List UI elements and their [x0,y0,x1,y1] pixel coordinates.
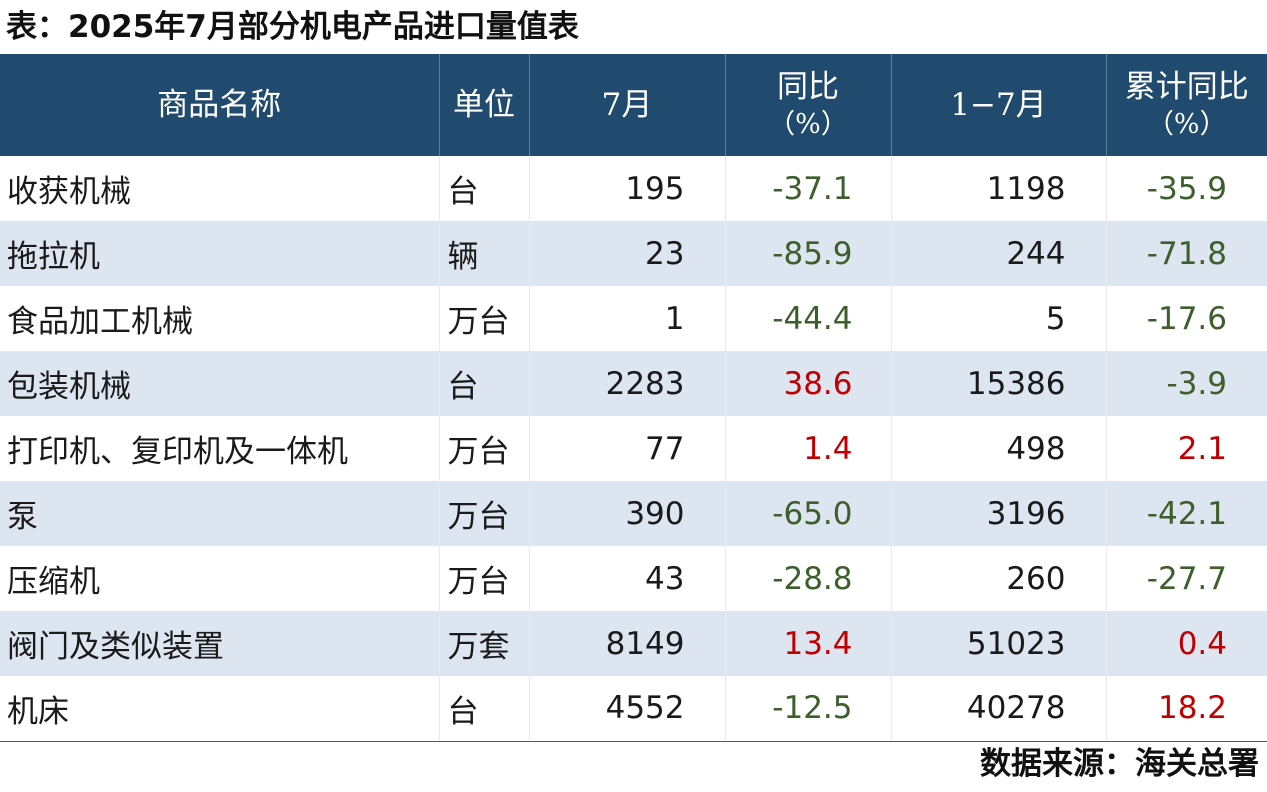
cell-unit: 台 [439,156,530,221]
header-july: 7月 [529,54,726,156]
cell-yoy: -37.1 [725,156,892,221]
cell-name: 打印机、复印机及一体机 [0,416,440,481]
table-row: 泵 万台 390 -65.0 3196 -42.1 [0,481,1267,546]
table-row: 包装机械 台 2283 38.6 15386 -3.9 [0,351,1267,416]
header-yoy-unit: （%） [768,109,848,140]
cell-cum-yoy: -35.9 [1106,156,1267,221]
table-row: 压缩机 万台 43 -28.8 260 -27.7 [0,546,1267,611]
cell-cum-yoy: -27.7 [1106,546,1267,611]
table-row: 机床 台 4552 -12.5 40278 18.2 [0,676,1267,742]
cell-name: 食品加工机械 [0,286,440,351]
cell-unit: 万台 [439,286,530,351]
header-unit: 单位 [439,54,530,156]
cell-unit: 万台 [439,546,530,611]
cell-name: 拖拉机 [0,221,440,286]
cell-cum: 260 [891,546,1107,611]
header-yoy-label: 同比 [777,69,839,105]
cell-cum-yoy: -3.9 [1106,351,1267,416]
cell-name: 阀门及类似装置 [0,611,440,676]
cell-july: 43 [529,546,726,611]
header-cum-yoy-label: 累计同比 [1124,69,1249,105]
cell-cum: 3196 [891,481,1107,546]
cell-cum: 498 [891,416,1107,481]
cell-unit: 台 [439,351,530,416]
cell-unit: 万台 [439,416,530,481]
cell-unit: 辆 [439,221,530,286]
cell-yoy: -85.9 [725,221,892,286]
cell-yoy: 1.4 [725,416,892,481]
cell-unit: 万套 [439,611,530,676]
header-cum-yoy: 累计同比 （%） [1106,54,1267,156]
cell-name: 收获机械 [0,156,440,221]
table-row: 拖拉机 辆 23 -85.9 244 -71.8 [0,221,1267,286]
cell-yoy: 38.6 [725,351,892,416]
cell-name: 机床 [0,676,440,742]
cell-cum: 15386 [891,351,1107,416]
cell-unit: 台 [439,676,530,742]
cell-cum-yoy: 2.1 [1106,416,1267,481]
cell-july: 1 [529,286,726,351]
cell-cum: 244 [891,221,1107,286]
cell-july: 195 [529,156,726,221]
cell-july: 2283 [529,351,726,416]
cell-yoy: -44.4 [725,286,892,351]
cell-july: 8149 [529,611,726,676]
cell-cum: 5 [891,286,1107,351]
import-table: 商品名称 单位 7月 同比 （%） 1−7月 累计同比 （%） 收获机械 台 1… [0,54,1267,742]
header-cum-yoy-unit: （%） [1146,109,1227,140]
cell-cum-yoy: -42.1 [1106,481,1267,546]
cell-unit: 万台 [439,481,530,546]
page-title: 表：2025年7月部分机电产品进口量值表 [6,9,579,45]
cell-yoy: -12.5 [725,676,892,742]
cell-july: 4552 [529,676,726,742]
cell-july: 390 [529,481,726,546]
data-source-note: 数据来源：海关总署 [980,746,1259,782]
header-yoy: 同比 （%） [725,54,892,156]
cell-name: 压缩机 [0,546,440,611]
cell-yoy: -65.0 [725,481,892,546]
table-row: 食品加工机械 万台 1 -44.4 5 -17.6 [0,286,1267,351]
cell-cum: 1198 [891,156,1107,221]
table-header-row: 商品名称 单位 7月 同比 （%） 1−7月 累计同比 （%） [0,54,1267,156]
header-name: 商品名称 [0,54,440,156]
cell-cum-yoy: -17.6 [1106,286,1267,351]
cell-july: 23 [529,221,726,286]
cell-name: 泵 [0,481,440,546]
cell-july: 77 [529,416,726,481]
cell-cum-yoy: -71.8 [1106,221,1267,286]
table-row: 打印机、复印机及一体机 万台 77 1.4 498 2.1 [0,416,1267,481]
header-cum: 1−7月 [891,54,1107,156]
cell-cum-yoy: 18.2 [1106,676,1267,742]
cell-name: 包装机械 [0,351,440,416]
cell-yoy: 13.4 [725,611,892,676]
cell-cum: 51023 [891,611,1107,676]
table-row: 收获机械 台 195 -37.1 1198 -35.9 [0,156,1267,221]
table-row: 阀门及类似装置 万套 8149 13.4 51023 0.4 [0,611,1267,676]
cell-yoy: -28.8 [725,546,892,611]
cell-cum-yoy: 0.4 [1106,611,1267,676]
cell-cum: 40278 [891,676,1107,742]
